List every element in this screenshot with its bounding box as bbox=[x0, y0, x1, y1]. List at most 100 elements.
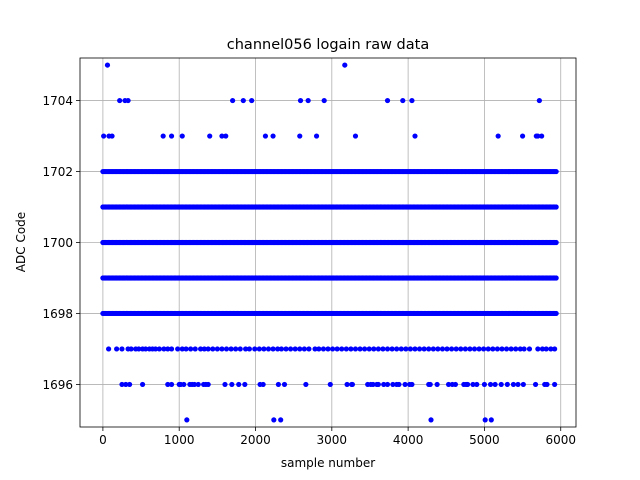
data-point-level-1696 bbox=[427, 381, 433, 388]
data-point-level-1696 bbox=[375, 381, 381, 388]
data-point-level-1697 bbox=[552, 346, 558, 352]
data-point-level-1702 bbox=[553, 168, 559, 175]
x-tick-label: 3000 bbox=[317, 433, 348, 447]
data-point-level-1696 bbox=[349, 381, 356, 388]
data-point-level-1696 bbox=[181, 381, 187, 388]
data-point-level-1697 bbox=[508, 346, 514, 352]
data-point-level-1697 bbox=[357, 346, 363, 352]
data-point-level-1704 bbox=[536, 97, 542, 104]
data-point-level-1697 bbox=[485, 346, 491, 352]
data-point-level-1697 bbox=[481, 346, 487, 352]
data-point-level-1703 bbox=[270, 133, 276, 139]
data-point-level-1703 bbox=[495, 133, 501, 139]
data-point-level-1696 bbox=[229, 381, 235, 388]
data-point-level-1697 bbox=[490, 346, 496, 352]
data-point-level-1696 bbox=[344, 381, 350, 388]
data-point-level-1697 bbox=[407, 346, 414, 352]
data-point-level-1697 bbox=[453, 346, 459, 352]
data-point-level-1695 bbox=[488, 417, 494, 423]
data-point-level-1697 bbox=[270, 346, 276, 352]
data-point-level-1695 bbox=[278, 417, 284, 423]
data-point-level-1703 bbox=[412, 133, 418, 139]
data-point-level-1696 bbox=[236, 381, 242, 388]
data-point-level-1697 bbox=[416, 346, 423, 352]
data-point-level-1696 bbox=[445, 381, 452, 388]
data-point-level-1697 bbox=[156, 346, 162, 352]
data-point-level-1697 bbox=[188, 346, 194, 352]
data-point-level-1697 bbox=[320, 346, 327, 352]
data-point-level-1704 bbox=[297, 97, 304, 104]
data-point-level-1697 bbox=[352, 346, 359, 352]
data-point-level-1696 bbox=[409, 381, 415, 388]
data-point-level-1697 bbox=[499, 346, 505, 352]
data-point-level-1696 bbox=[452, 381, 459, 388]
data-point-level-1697 bbox=[343, 346, 349, 352]
data-point-level-1697 bbox=[256, 346, 262, 352]
data-point-level-1697 bbox=[301, 346, 307, 352]
data-point-level-1697 bbox=[161, 346, 167, 352]
data-point-level-1697 bbox=[458, 346, 464, 352]
data-point-level-1697 bbox=[421, 346, 427, 352]
data-point-level-1697 bbox=[476, 346, 482, 352]
data-point-level-1698 bbox=[553, 310, 559, 317]
data-point-level-1704 bbox=[230, 97, 236, 104]
data-point-level-1697 bbox=[179, 346, 185, 352]
x-tick-label: 1000 bbox=[164, 433, 195, 447]
data-point-level-1697 bbox=[362, 346, 368, 352]
data-point-level-1704 bbox=[240, 97, 246, 104]
data-point-level-1696 bbox=[384, 381, 391, 388]
data-point-level-1697 bbox=[183, 346, 189, 352]
data-point-level-1697 bbox=[312, 346, 318, 352]
data-point-level-1697 bbox=[494, 346, 501, 352]
data-point-level-1697 bbox=[371, 346, 377, 352]
data-point-level-1705 bbox=[342, 62, 348, 68]
data-point-level-1696 bbox=[127, 381, 133, 388]
data-point-level-1697 bbox=[214, 346, 220, 352]
data-point-level-1697 bbox=[503, 346, 510, 352]
data-point-level-1697 bbox=[513, 346, 519, 352]
data-point-level-1697 bbox=[223, 346, 230, 352]
data-point-level-1697 bbox=[205, 346, 211, 352]
data-point-level-1697 bbox=[471, 346, 478, 352]
data-point-level-1697 bbox=[462, 346, 468, 352]
data-point-level-1697 bbox=[136, 346, 142, 352]
data-point-level-1697 bbox=[444, 346, 450, 352]
data-point-level-1697 bbox=[297, 346, 303, 352]
data-point-level-1697 bbox=[384, 346, 391, 352]
data-point-level-1697 bbox=[325, 346, 331, 352]
data-point-level-1703 bbox=[539, 133, 545, 139]
data-point-level-1696 bbox=[275, 381, 281, 388]
data-point-level-1697 bbox=[329, 346, 336, 352]
data-point-level-1703 bbox=[313, 133, 320, 139]
x-tick-label: 6000 bbox=[545, 433, 576, 447]
data-point-level-1704 bbox=[409, 97, 415, 104]
data-point-level-1696 bbox=[474, 381, 480, 388]
data-point-level-1697 bbox=[412, 346, 418, 352]
x-tick-label: 2000 bbox=[240, 433, 271, 447]
data-point-level-1697 bbox=[175, 346, 181, 352]
data-point-level-1697 bbox=[152, 346, 159, 352]
data-point-level-1696 bbox=[303, 381, 309, 388]
data-point-level-1703 bbox=[160, 133, 166, 139]
data-point-level-1703 bbox=[207, 133, 213, 139]
data-point-level-1697 bbox=[316, 346, 322, 352]
data-point-level-1697 bbox=[219, 346, 225, 352]
data-point-level-1697 bbox=[210, 346, 216, 352]
data-point-level-1696 bbox=[191, 381, 198, 388]
data-point-level-1696 bbox=[260, 381, 266, 388]
data-point-level-1696 bbox=[327, 381, 333, 388]
data-point-level-1696 bbox=[165, 381, 171, 388]
data-point-level-1697 bbox=[535, 346, 541, 352]
data-point-level-1697 bbox=[201, 346, 207, 352]
data-point-level-1697 bbox=[306, 346, 312, 352]
data-point-level-1697 bbox=[143, 346, 149, 352]
data-point-level-1697 bbox=[539, 346, 546, 352]
data-point-level-1695 bbox=[271, 417, 277, 423]
data-point-level-1699 bbox=[553, 275, 559, 281]
data-point-level-1696 bbox=[168, 381, 175, 388]
data-point-level-1703 bbox=[179, 133, 185, 139]
data-point-level-1697 bbox=[526, 346, 533, 352]
data-point-level-1701 bbox=[553, 204, 559, 210]
data-point-level-1704 bbox=[249, 97, 255, 104]
data-point-level-1697 bbox=[380, 346, 386, 352]
